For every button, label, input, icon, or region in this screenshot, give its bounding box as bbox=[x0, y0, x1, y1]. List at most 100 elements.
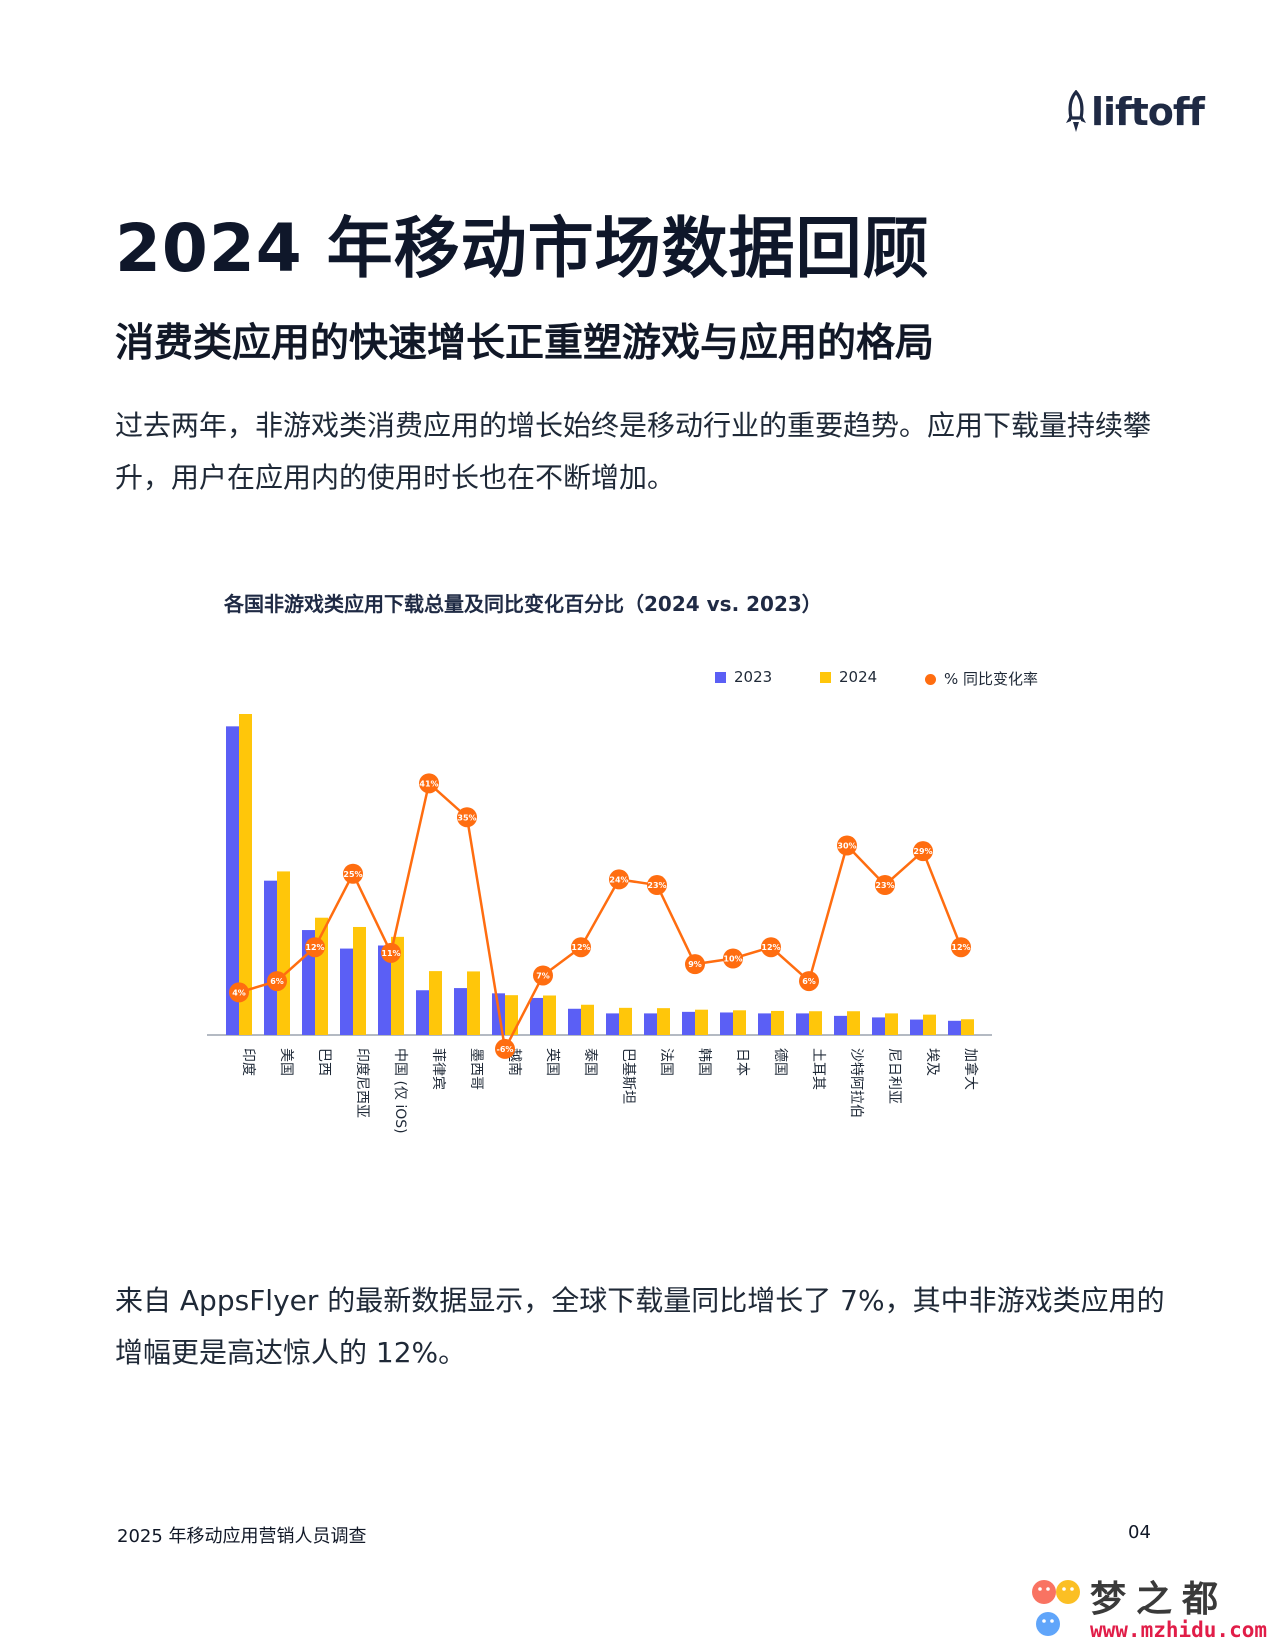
yoy-line bbox=[238, 782, 963, 1051]
page-title: 2024 年移动市场数据回顾 bbox=[115, 210, 930, 287]
yoy-point bbox=[343, 863, 363, 884]
yoy-data-label: 23% bbox=[875, 881, 894, 890]
yoy-point bbox=[609, 869, 629, 890]
x-tick-label: 美国 bbox=[278, 1048, 294, 1076]
yoy-data-label: 35% bbox=[457, 813, 476, 822]
watermark-faces-icon bbox=[1032, 1580, 1080, 1636]
bar-2023 bbox=[454, 988, 467, 1035]
bar-2023 bbox=[834, 1015, 847, 1035]
x-tick-label: 日本 bbox=[734, 1048, 750, 1076]
yoy-point bbox=[533, 965, 553, 986]
rocket-icon bbox=[1066, 90, 1086, 132]
x-tick-label: 巴基斯坦 bbox=[620, 1048, 637, 1104]
bar-2024 bbox=[771, 1010, 784, 1035]
bar-2023 bbox=[530, 997, 543, 1035]
yoy-data-label: 24% bbox=[609, 875, 628, 884]
yoy-data-label: 12% bbox=[571, 943, 590, 952]
chart-plot: 印度 美国 巴西 印度尼西亚 中国 (仅 iOS) 菲律宾 墨西哥 越南 英国 泰国 巴基斯坦 法国韩… bbox=[207, 714, 992, 1134]
logo-wordmark: liftoff bbox=[1091, 90, 1205, 134]
bar-2024 bbox=[467, 971, 480, 1035]
yoy-data-label: 12% bbox=[761, 943, 780, 952]
x-tick-label: 德国 bbox=[772, 1048, 788, 1076]
yoy-point bbox=[837, 835, 857, 856]
yoy-data-label: 6% bbox=[802, 977, 816, 986]
x-tick-label: 墨西哥 bbox=[468, 1048, 484, 1090]
yoy-point bbox=[875, 875, 895, 896]
yoy-point bbox=[381, 942, 401, 963]
yoy-point bbox=[495, 1038, 515, 1059]
yoy-point bbox=[305, 937, 325, 958]
yoy-point bbox=[913, 841, 933, 862]
yoy-data-label: 12% bbox=[951, 943, 970, 952]
bar-2023 bbox=[682, 1011, 695, 1035]
bar-2024 bbox=[923, 1014, 936, 1035]
bar-2024 bbox=[733, 1010, 746, 1035]
yoy-point bbox=[723, 948, 743, 969]
bar-2023 bbox=[948, 1020, 961, 1035]
bar-2024 bbox=[619, 1007, 632, 1035]
yoy-point bbox=[647, 875, 667, 896]
yoy-data-label: 7% bbox=[536, 971, 550, 980]
chart-title: 各国非游戏类应用下载总量及同比变化百分比（2024 vs. 2023） bbox=[224, 592, 822, 616]
yoy-data-label: 41% bbox=[419, 779, 438, 788]
downloads-chart: 各国非游戏类应用下载总量及同比变化百分比（2024 vs. 2023） 2023… bbox=[200, 588, 1080, 1188]
legend-item-yoy: % 同比变化率 bbox=[925, 668, 1038, 689]
x-tick-label: 尼日利亚 bbox=[886, 1048, 902, 1104]
x-tick-label: 英国 bbox=[544, 1048, 561, 1076]
bar-2024 bbox=[847, 1011, 860, 1035]
watermark: 梦之都 www.mzhidu.com bbox=[1030, 1570, 1275, 1650]
yoy-data-label: 30% bbox=[837, 842, 856, 851]
bar-2023 bbox=[758, 1013, 771, 1035]
page-number: 04 bbox=[1128, 1522, 1151, 1543]
yoy-point bbox=[761, 937, 781, 958]
yoy-point bbox=[571, 937, 591, 958]
bar-2024 bbox=[885, 1013, 898, 1035]
bar-2023 bbox=[416, 990, 429, 1035]
page-subtitle: 消费类应用的快速增长正重塑游戏与应用的格局 bbox=[115, 321, 935, 366]
x-tick-label: 沙特阿拉伯 bbox=[848, 1048, 864, 1118]
yoy-data-label: 6% bbox=[270, 977, 284, 986]
bar-2023 bbox=[644, 1013, 657, 1035]
bar-2024 bbox=[695, 1009, 708, 1035]
x-tick-label: 韩国 bbox=[696, 1048, 712, 1076]
yoy-point bbox=[799, 971, 819, 992]
x-tick-label: 菲律宾 bbox=[430, 1048, 446, 1090]
yoy-data-label: 4% bbox=[232, 988, 246, 997]
bar-2024 bbox=[239, 714, 252, 1035]
bar-2024 bbox=[543, 995, 556, 1035]
x-tick-label: 印度 bbox=[240, 1048, 256, 1076]
x-tick-label: 中国 (仅 iOS) bbox=[392, 1048, 408, 1134]
yoy-point bbox=[267, 971, 287, 992]
x-tick-label: 印度尼西亚 bbox=[354, 1048, 370, 1118]
watermark-name: 梦之都 bbox=[1090, 1579, 1229, 1620]
yoy-point bbox=[685, 954, 705, 975]
yoy-point bbox=[457, 807, 477, 828]
bar-2024 bbox=[961, 1019, 974, 1035]
bar-2023 bbox=[796, 1013, 809, 1035]
x-tick-label: 加拿大 bbox=[962, 1048, 979, 1090]
bar-2023 bbox=[910, 1019, 923, 1035]
x-tick-label: 法国 bbox=[658, 1048, 674, 1076]
liftoff-logo: liftoff bbox=[1063, 90, 1205, 140]
yoy-data-label: -6% bbox=[497, 1045, 514, 1054]
bar-2023 bbox=[378, 945, 391, 1035]
yoy-point bbox=[419, 773, 439, 794]
yoy-data-label: 23% bbox=[647, 881, 666, 890]
intro-paragraph: 过去两年，非游戏类消费应用的增长始终是移动行业的重要趋势。应用下载量持续攀升，用… bbox=[115, 409, 1152, 494]
yoy-data-label: 11% bbox=[381, 949, 400, 958]
yoy-data-label: 12% bbox=[305, 943, 324, 952]
x-tick-label: 土耳其 bbox=[810, 1048, 826, 1090]
legend-swatch-yoy bbox=[925, 674, 936, 685]
yoy-point bbox=[229, 982, 249, 1003]
bar-2024 bbox=[809, 1011, 822, 1035]
bar-2023 bbox=[568, 1008, 581, 1035]
legend-label-2023: 2023 bbox=[734, 668, 773, 686]
x-tick-label: 埃及 bbox=[924, 1048, 940, 1076]
yoy-point bbox=[951, 937, 971, 958]
yoy-data-label: 29% bbox=[913, 847, 932, 856]
x-tick-label: 巴西 bbox=[316, 1048, 332, 1076]
watermark-url: www.mzhidu.com bbox=[1090, 1618, 1268, 1642]
yoy-data-label: 25% bbox=[343, 870, 362, 879]
yoy-data-label: 10% bbox=[723, 955, 742, 964]
bar-2023 bbox=[226, 726, 239, 1035]
